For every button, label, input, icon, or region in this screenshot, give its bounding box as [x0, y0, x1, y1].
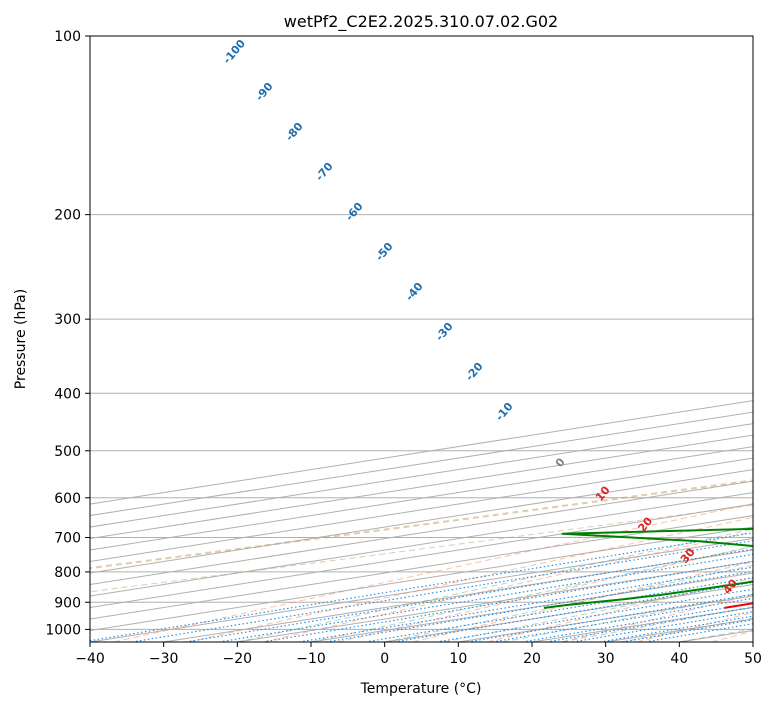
y-tick-label: 400 — [54, 386, 81, 402]
y-axis-ticks: 100 200 300 400 500 600 700 800 900 1000 — [45, 29, 90, 638]
moist-adiabat — [310, 545, 753, 642]
x-tick-label: 40 — [670, 651, 688, 667]
y-tick-label: 100 — [54, 29, 81, 45]
dry-adiabat — [412, 561, 753, 642]
y-tick-label: 900 — [54, 595, 81, 611]
x-tick-label: 50 — [744, 651, 762, 667]
y-tick-label: 500 — [54, 444, 81, 460]
dry-adiabat — [562, 594, 753, 642]
isotherm-gridline — [90, 503, 753, 609]
x-axis-ticks: −40 −30 −20 −10 0 10 20 30 40 50 — [75, 642, 762, 667]
mixing-ratio-line — [218, 553, 753, 642]
isotherm-gridline — [90, 515, 753, 620]
x-tick-label: 0 — [380, 651, 389, 667]
y-tick-label: 300 — [54, 312, 81, 328]
y-tick-label: 800 — [54, 565, 81, 581]
isotherm-gridline — [90, 526, 753, 632]
isotherm-gridline — [90, 538, 753, 642]
y-tick-label: 200 — [54, 208, 81, 224]
isotherm-gridline — [90, 480, 753, 586]
isotherm-gridline — [90, 446, 753, 551]
chart-title: wetPf2_C2E2.2025.310.07.02.G02 — [284, 12, 558, 32]
moist-adiabat — [502, 593, 753, 642]
x-tick-label: −10 — [296, 651, 326, 667]
x-tick-label: −20 — [223, 651, 253, 667]
mixing-ratio-line — [262, 560, 753, 642]
dry-adiabat — [188, 516, 753, 642]
dry-adiabat — [113, 503, 753, 642]
x-tick-label: −40 — [75, 651, 105, 667]
isotherm-gridline — [90, 457, 753, 563]
plot-frame — [89, 35, 754, 643]
mixing-ratio-line — [299, 566, 753, 642]
y-tick-label: 1000 — [45, 622, 81, 638]
x-axis-label: Temperature (°C) — [360, 681, 482, 697]
x-tick-label: −30 — [149, 651, 179, 667]
mixing-ratio-line — [185, 548, 753, 642]
x-tick-label: 30 — [597, 651, 615, 667]
isotherm-gridline — [90, 492, 753, 597]
y-tick-label: 700 — [54, 531, 81, 547]
mixing-ratio-line — [326, 570, 753, 642]
y-tick-label: 600 — [54, 491, 81, 507]
x-tick-label: 20 — [523, 651, 541, 667]
isohume-line — [90, 479, 753, 570]
x-tick-label: 10 — [449, 651, 467, 667]
dry-adiabat — [338, 545, 753, 642]
mixing-ratio-line — [599, 615, 753, 642]
reference-lines — [90, 36, 753, 642]
y-axis-label: Pressure (hPa) — [13, 289, 29, 389]
